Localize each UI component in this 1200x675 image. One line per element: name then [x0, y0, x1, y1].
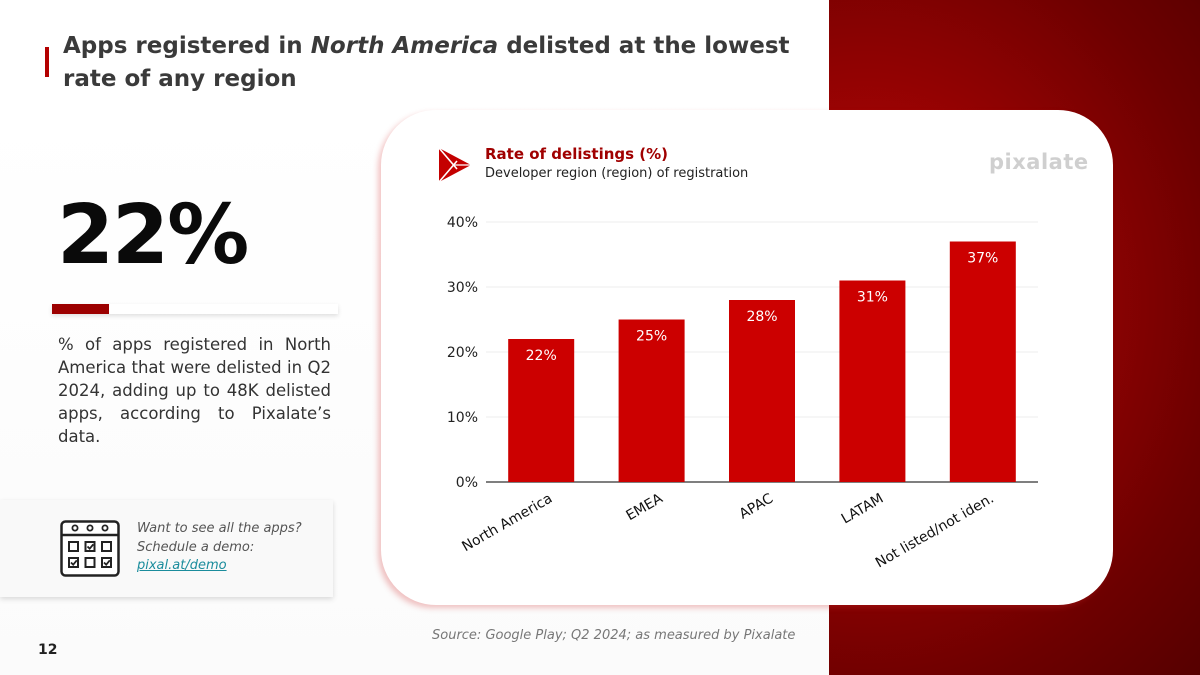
bar-north-america	[508, 339, 575, 482]
x-category-label: LATAM	[839, 491, 887, 528]
y-tick-label: 40%	[447, 215, 478, 231]
pixalate-logo: pixalate	[989, 150, 1089, 174]
y-tick-label: 30%	[447, 280, 478, 296]
stat-progress-fill	[52, 304, 110, 314]
data-label: 37%	[967, 251, 998, 267]
data-label: 25%	[636, 329, 667, 345]
chart-subtitle: Developer region (region) of registratio…	[485, 166, 749, 181]
y-tick-label: 0%	[456, 475, 478, 491]
x-category-label: EMEA	[624, 490, 666, 524]
title-suffix: delisted at the lowest rate of any regio…	[63, 33, 790, 92]
bar-chart: 0% 10% 20% 30% 40% 22% North America 25% EMEA 28%…	[447, 215, 1038, 572]
page-number: 12	[38, 642, 58, 658]
demo-text: Want to see all the apps? Schedule a dem…	[137, 520, 307, 576]
google-play-icon	[438, 147, 471, 183]
title-accent-bar	[45, 47, 49, 77]
x-category-label: North America	[459, 491, 555, 556]
chart-title: Rate of delistings (%)	[485, 145, 669, 163]
title-emphasis: North America	[310, 33, 499, 59]
data-label: 22%	[526, 348, 557, 364]
stat-description: % of apps registered in North America th…	[58, 335, 331, 446]
title-prefix: Apps registered in	[63, 33, 311, 59]
bar-latam	[839, 280, 906, 482]
x-category-label: APAC	[737, 490, 777, 522]
demo-prompt: Want to see all the apps? Schedule a dem…	[137, 521, 302, 555]
stat-progress-track	[52, 304, 338, 314]
bar-apac	[729, 300, 795, 482]
demo-callout: Want to see all the apps? Schedule a dem…	[0, 500, 333, 597]
y-tick-label: 20%	[447, 345, 478, 361]
bar-not-listed-not-iden-	[949, 241, 1016, 482]
slide-title: Apps registered in North America deliste…	[63, 30, 823, 96]
chart-card: Rate of delistings (%) Developer region …	[381, 110, 1113, 605]
big-stat-value: 22%	[57, 188, 249, 283]
data-label: 31%	[857, 290, 888, 306]
y-tick-label: 10%	[447, 410, 478, 426]
data-label: 28%	[746, 309, 777, 325]
calendar-checklist-icon	[60, 520, 120, 577]
demo-link[interactable]: pixal.at/demo	[137, 558, 227, 573]
source-note: Source: Google Play; Q2 2024; as measure…	[432, 628, 796, 643]
x-category-label: Not listed/not iden.	[873, 491, 997, 572]
bar-emea	[618, 319, 685, 482]
